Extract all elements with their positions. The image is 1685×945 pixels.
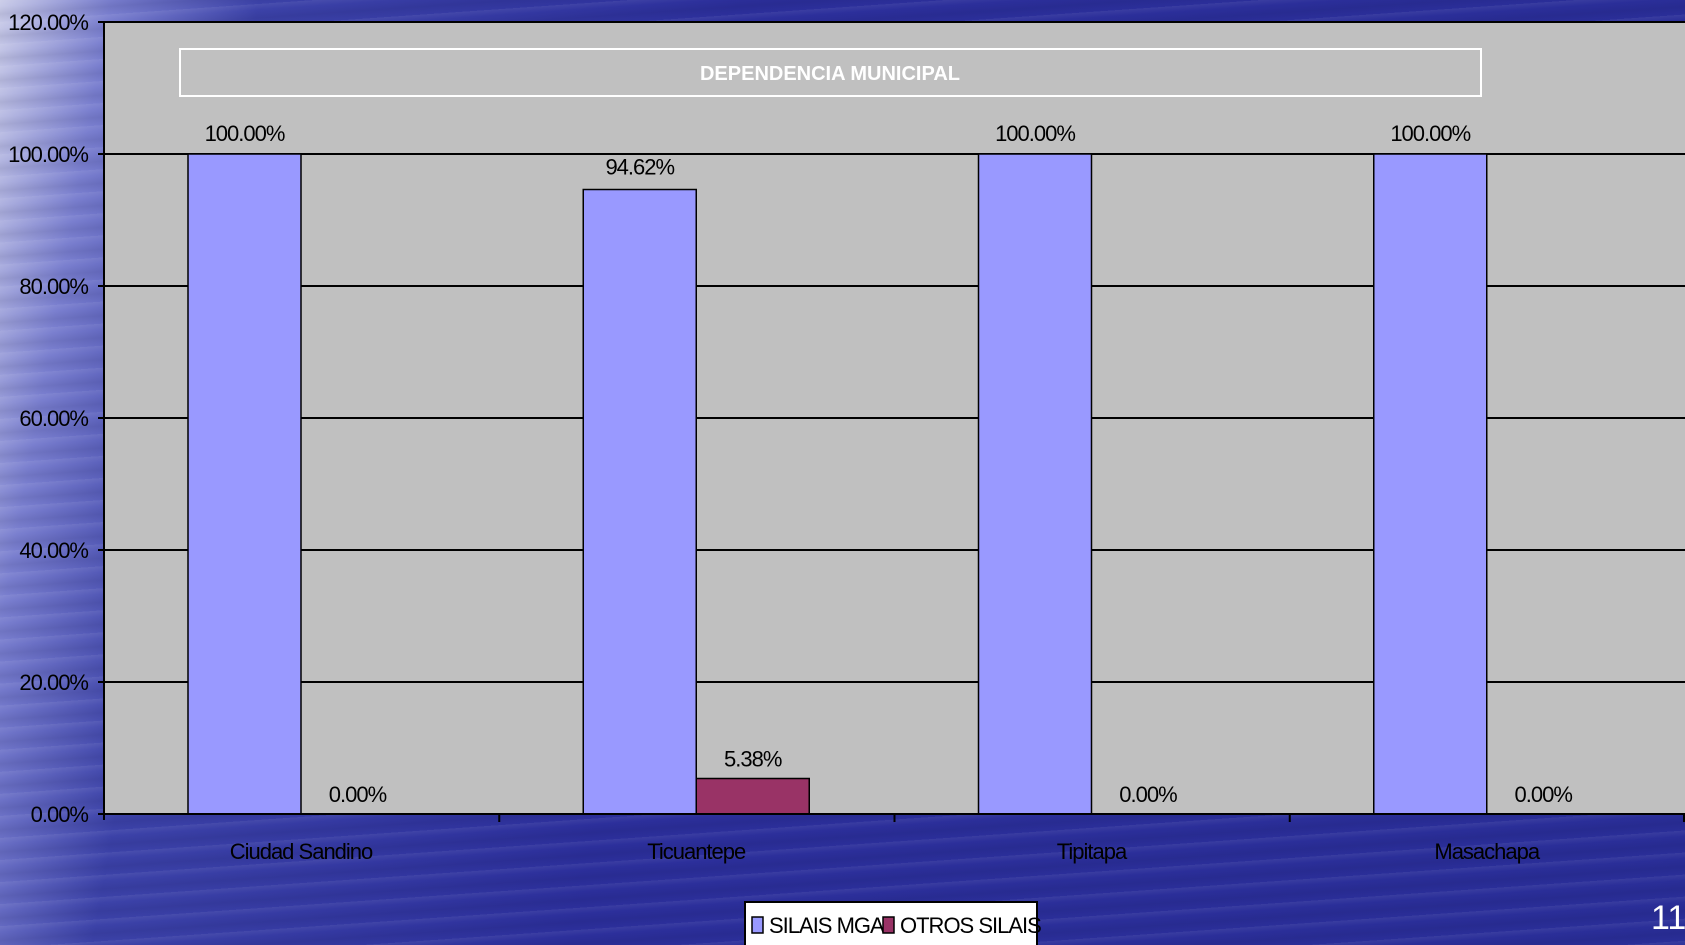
legend-swatch xyxy=(751,916,764,934)
data-label: 100.00% xyxy=(995,121,1075,146)
bar-silais-mga xyxy=(187,153,302,815)
x-tick-label: Ciudad Sandino xyxy=(230,839,373,864)
legend-entry: SILAIS MGA xyxy=(769,913,885,938)
x-axis-ticks: Ciudad Sandino Ticuantepe Tipitapa Masachap… xyxy=(230,814,1685,864)
y-tick-label: 80.00% xyxy=(19,274,88,299)
bars xyxy=(187,153,1488,815)
x-tick-label: Tipitapa xyxy=(1057,839,1128,864)
bar-silais-mga xyxy=(977,153,1093,815)
data-label: 5.38% xyxy=(724,746,782,771)
chart-title-frame xyxy=(179,48,1482,97)
y-tick-label: 20.00% xyxy=(19,670,88,695)
x-tick-label: Masachapa xyxy=(1434,839,1541,864)
legend: SILAIS MGA OTROS SILAIS xyxy=(744,901,1042,945)
y-tick-label: 100.00% xyxy=(8,142,88,167)
y-axis-ticks: 0.00% 20.00% 40.00% 60.00% 80.00% 100.00% 120.… xyxy=(8,10,104,827)
legend-entry: OTROS SILAIS xyxy=(900,913,1041,938)
chart-title-box: DEPENDENCIA MUNICIPAL xyxy=(179,48,1482,97)
legend-swatch xyxy=(882,916,895,934)
bar-silais-mga xyxy=(1373,153,1488,815)
slide-number: 11 xyxy=(1651,899,1685,937)
y-tick-label: 60.00% xyxy=(19,406,88,431)
bar-otros-silais xyxy=(695,777,810,815)
y-tick-label: 40.00% xyxy=(19,538,88,563)
y-tick-label: 120.00% xyxy=(8,10,88,35)
data-label: 100.00% xyxy=(1390,121,1470,146)
data-label: 94.62% xyxy=(605,155,674,180)
data-label: 0.00% xyxy=(1515,782,1573,807)
data-label: 100.00% xyxy=(205,121,285,146)
bar-silais-mga xyxy=(582,188,697,815)
data-label: 0.00% xyxy=(1119,782,1177,807)
y-tick-label: 0.00% xyxy=(31,802,89,827)
data-labels: 100.00% 0.00% 94.62% 5.38% 100.00% 0.00% 100.0… xyxy=(205,121,1574,807)
x-tick-label: Ticuantepe xyxy=(647,839,746,864)
data-label: 0.00% xyxy=(329,782,387,807)
chart-title: DEPENDENCIA MUNICIPAL xyxy=(700,63,960,85)
